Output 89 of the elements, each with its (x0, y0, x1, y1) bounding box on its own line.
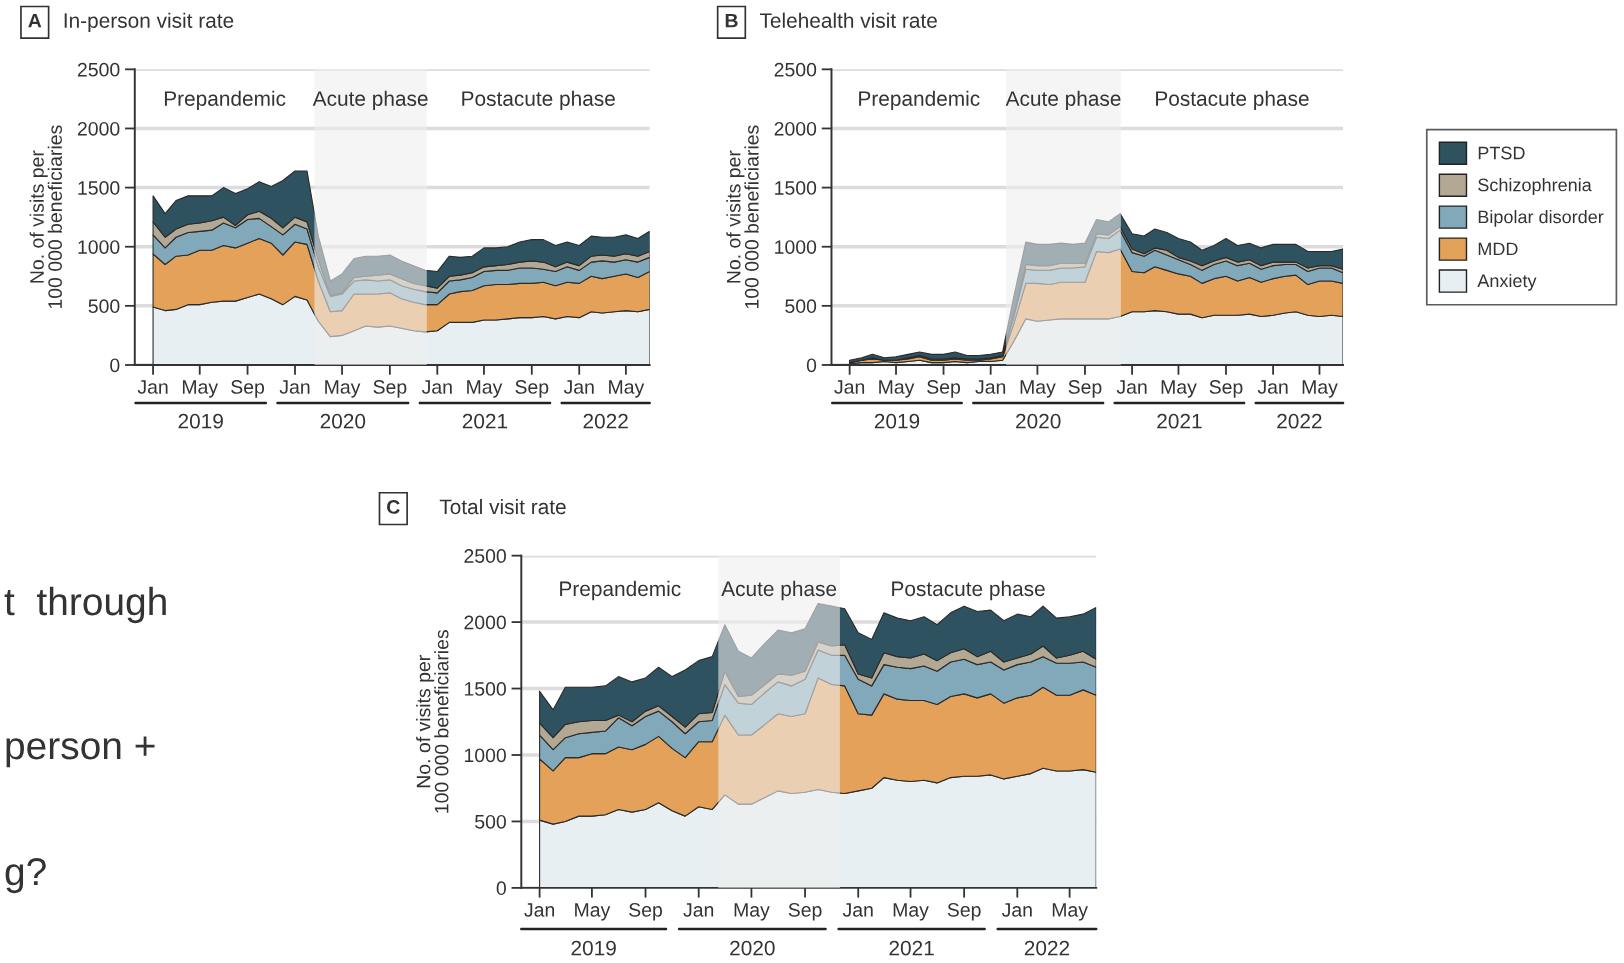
x-tick-label: Jan (524, 903, 555, 917)
x-tick-label: Sep (373, 380, 407, 398)
x-tick-label: May (1302, 380, 1338, 398)
text: 2021 (1157, 413, 1202, 429)
text: 2019 (874, 413, 920, 429)
x-tick-label: Sep (788, 902, 822, 921)
text: A (28, 13, 42, 28)
chart-title: In-person visit rate (64, 12, 234, 33)
y-tick-label: 1500 (464, 682, 506, 696)
y-tick-label: 1000 (775, 240, 817, 254)
x-tick-label: Sep (1068, 380, 1102, 398)
text: 2019 (178, 413, 223, 429)
text: t through (4, 586, 166, 624)
y-tick-label: 2500 (77, 62, 120, 77)
legend-label: Anxiety (1477, 273, 1537, 291)
y-tick-label: 500 (88, 299, 120, 314)
y-tick-label: 2500 (774, 62, 817, 77)
x-tick-label: Jan (683, 903, 714, 917)
text: 2022 (1024, 940, 1070, 956)
x-tick-label: May (1052, 903, 1088, 921)
y-tick-label: 1500 (78, 181, 120, 195)
x-tick-label: Jan (842, 903, 873, 917)
y-tick-label: 0 (496, 881, 506, 896)
chart-title: Total visit rate (439, 498, 566, 515)
x-tick-label: Sep (231, 380, 265, 398)
y-axis-title: No. of visits per 100 000 beneficiaries (416, 630, 449, 813)
text: 2020 (730, 940, 775, 956)
y-tick-label: 500 (785, 299, 817, 314)
band-label: Acute phase (312, 90, 428, 111)
x-tick-label: Jan (137, 380, 168, 394)
y-tick-label: 2000 (77, 121, 120, 136)
annotation: Postacute phase (462, 90, 615, 111)
y-tick-label: 0 (806, 358, 817, 373)
x-tick-label: May (182, 380, 219, 398)
chart-title: Telehealth visit rate (759, 12, 937, 28)
legend-label: Bipolar disorder (1478, 210, 1604, 227)
x-tick-label: May (575, 903, 611, 921)
legend-label: PTSD (1478, 146, 1525, 160)
annotation: Postacute phase (1156, 90, 1309, 111)
text: 2022 (583, 413, 628, 429)
text: 2021 (889, 940, 934, 956)
text: g? (5, 857, 46, 894)
annotation: Prepandemic (560, 580, 681, 601)
x-tick-label: Sep (1209, 380, 1243, 398)
y-tick-label: 1000 (464, 748, 506, 763)
x-tick-label: Jan (279, 380, 310, 394)
x-tick-label: Sep (947, 902, 981, 921)
legend-label: Schizophrenia (1478, 178, 1592, 195)
band-label: Acute phase (1005, 90, 1121, 111)
x-tick-label: May (879, 380, 915, 398)
x-tick-label: May (1161, 380, 1197, 398)
y-tick-label: 0 (110, 358, 120, 373)
annotation: Prepandemic (164, 90, 286, 111)
text: B (725, 13, 738, 28)
text: 2019 (571, 940, 616, 956)
x-tick-label: May (609, 380, 645, 398)
x-tick-label: Sep (515, 380, 549, 398)
y-tick-label: 500 (475, 814, 506, 829)
x-tick-label: Jan (1257, 380, 1288, 394)
y-tick-label: 1000 (78, 240, 120, 254)
y-tick-label: 2000 (464, 615, 506, 630)
x-tick-label: May (893, 903, 929, 921)
y-tick-label: 2500 (464, 549, 506, 563)
x-tick-label: Jan (1116, 380, 1147, 394)
x-tick-label: Jan (1001, 903, 1032, 917)
x-tick-label: Jan (834, 380, 865, 394)
y-axis-title: No. of visits per 100 000 beneficiaries (29, 125, 62, 309)
text: 2022 (1277, 413, 1322, 429)
text: 2020 (320, 413, 366, 429)
x-tick-label: Jan (975, 380, 1006, 394)
legend-label: MDD (1478, 242, 1518, 256)
x-tick-label: Jan (563, 380, 594, 394)
x-tick-label: Jan (421, 380, 452, 394)
text: 2020 (1016, 413, 1061, 429)
x-tick-label: May (1020, 380, 1056, 398)
x-tick-label: May (325, 380, 361, 398)
y-tick-label: 2000 (774, 121, 817, 136)
annotation: Postacute phase (892, 580, 1045, 601)
text: C (387, 500, 400, 514)
x-tick-label: Sep (629, 902, 663, 921)
text: person + (6, 736, 155, 768)
y-axis-title: No. of visits per 100 000 beneficiaries (726, 125, 759, 309)
y-tick-label: 1500 (775, 181, 817, 195)
x-tick-label: May (734, 903, 770, 921)
x-tick-label: May (467, 380, 503, 398)
annotation: Prepandemic (859, 90, 980, 111)
x-tick-label: Sep (927, 380, 961, 398)
text: 2021 (462, 413, 508, 429)
band-label: Acute phase (721, 580, 837, 601)
